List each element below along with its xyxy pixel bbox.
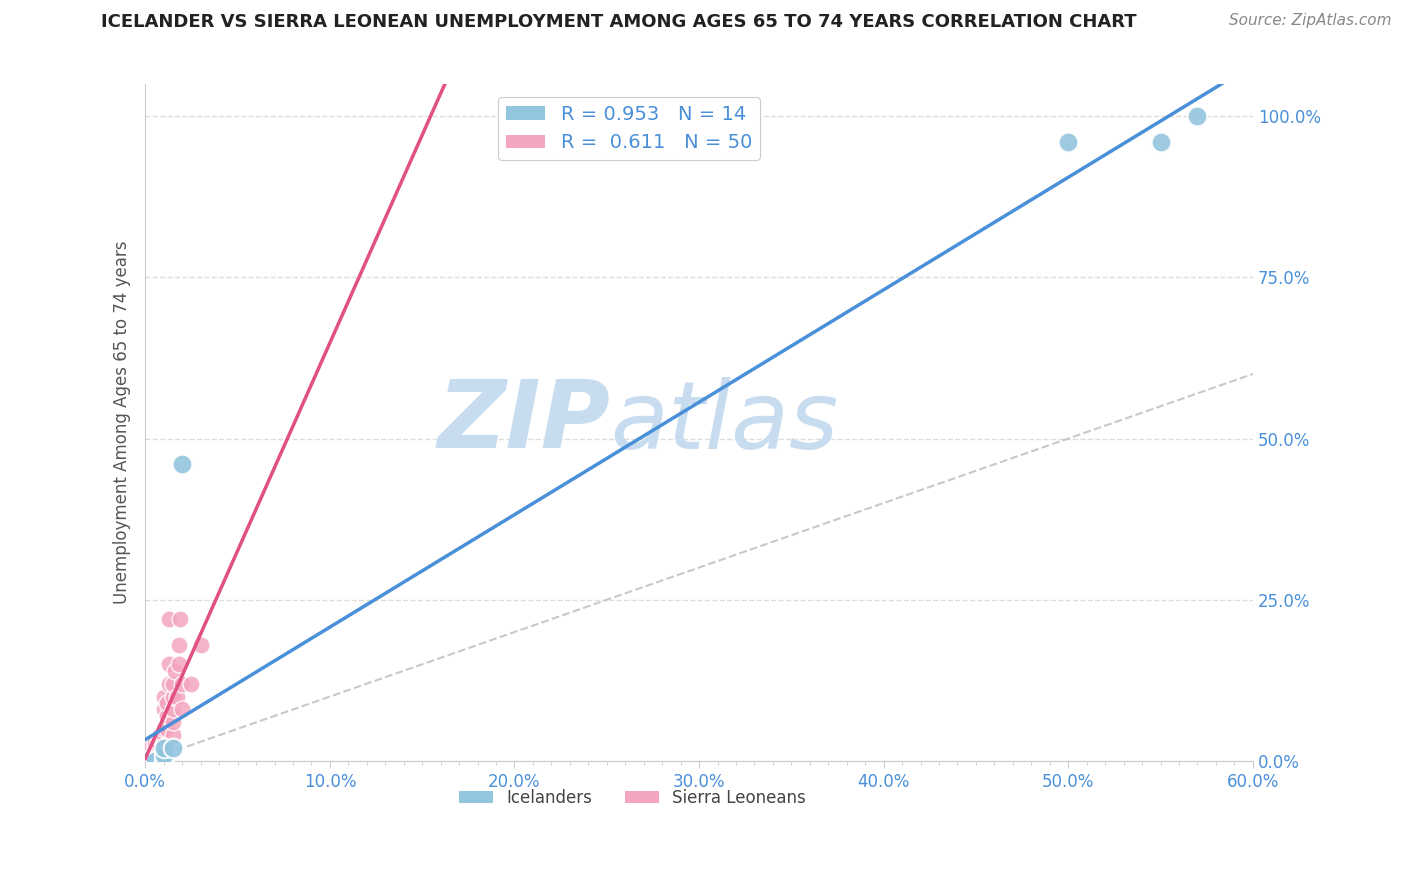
Point — [157, 676, 180, 690]
Point — [143, 735, 166, 749]
Point — [162, 690, 184, 704]
Point — [180, 676, 202, 690]
Point — [167, 657, 190, 672]
Point — [134, 747, 156, 762]
Point — [143, 738, 166, 752]
Point — [172, 676, 194, 690]
Point — [134, 742, 156, 756]
Point — [152, 741, 174, 756]
Point — [166, 690, 188, 704]
Point — [143, 741, 166, 756]
Point — [134, 754, 156, 768]
Point — [134, 747, 156, 761]
Point — [134, 754, 156, 768]
Point — [134, 754, 156, 768]
Point — [134, 754, 156, 768]
Point — [143, 754, 166, 768]
Point — [169, 612, 191, 626]
Point — [156, 696, 179, 710]
Point — [148, 735, 170, 749]
Point — [149, 731, 172, 746]
Point — [134, 754, 156, 768]
Point — [152, 702, 174, 716]
Point — [156, 722, 179, 736]
Point — [152, 690, 174, 704]
Point — [134, 754, 156, 768]
Point — [157, 657, 180, 672]
Point — [172, 702, 194, 716]
Point — [134, 747, 156, 762]
Text: ZIP: ZIP — [437, 376, 610, 468]
Text: Source: ZipAtlas.com: Source: ZipAtlas.com — [1229, 13, 1392, 29]
Point — [134, 748, 156, 763]
Point — [152, 722, 174, 736]
Point — [152, 728, 174, 742]
Point — [143, 754, 166, 768]
Point — [139, 741, 162, 756]
Legend: Icelanders, Sierra Leoneans: Icelanders, Sierra Leoneans — [453, 782, 813, 814]
Text: atlas: atlas — [610, 377, 839, 468]
Y-axis label: Unemployment Among Ages 65 to 74 years: Unemployment Among Ages 65 to 74 years — [114, 241, 131, 604]
Point — [162, 702, 184, 716]
Point — [148, 738, 170, 752]
Point — [134, 744, 156, 758]
Point — [1057, 135, 1080, 149]
Text: ICELANDER VS SIERRA LEONEAN UNEMPLOYMENT AMONG AGES 65 TO 74 YEARS CORRELATION C: ICELANDER VS SIERRA LEONEAN UNEMPLOYMENT… — [101, 13, 1136, 31]
Point — [172, 458, 194, 472]
Point — [134, 754, 156, 768]
Point — [152, 747, 174, 762]
Point — [162, 676, 184, 690]
Point — [162, 741, 184, 756]
Point — [1149, 135, 1171, 149]
Point — [190, 638, 212, 652]
Point — [162, 715, 184, 730]
Point — [149, 728, 172, 742]
Point — [152, 754, 174, 768]
Point — [134, 754, 156, 768]
Point — [134, 741, 156, 756]
Point — [152, 735, 174, 749]
Point — [167, 638, 190, 652]
Point — [143, 754, 166, 768]
Point — [157, 612, 180, 626]
Point — [152, 741, 174, 756]
Point — [1187, 109, 1209, 123]
Point — [143, 742, 166, 756]
Point — [156, 709, 179, 723]
Point — [134, 751, 156, 765]
Point — [139, 739, 162, 754]
Point — [134, 744, 156, 758]
Point — [162, 728, 184, 742]
Point — [163, 664, 186, 678]
